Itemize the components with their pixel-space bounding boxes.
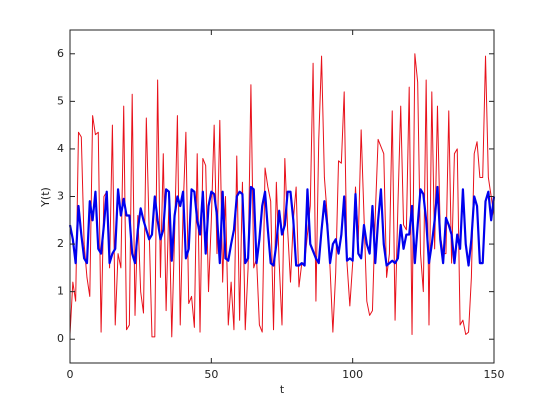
x-tick-label: 50 (204, 368, 218, 381)
y-tick-label: 5 (57, 94, 64, 107)
data-line (69, 53, 495, 338)
y-tick-label: 0 (57, 332, 64, 345)
y-tick-label: 2 (57, 237, 64, 250)
y-tick-label: 1 (57, 285, 64, 298)
x-axis-label: t (280, 383, 285, 396)
y-tick-label: 6 (57, 47, 64, 60)
x-tick-label: 150 (484, 368, 505, 381)
data-line (68, 185, 496, 267)
x-tick-label: 0 (67, 368, 74, 381)
x-tick-label: 100 (342, 368, 363, 381)
y-axis-label: Y(t) (39, 187, 52, 208)
y-tick-label: 3 (57, 190, 64, 203)
y-tick-label: 4 (57, 142, 64, 155)
